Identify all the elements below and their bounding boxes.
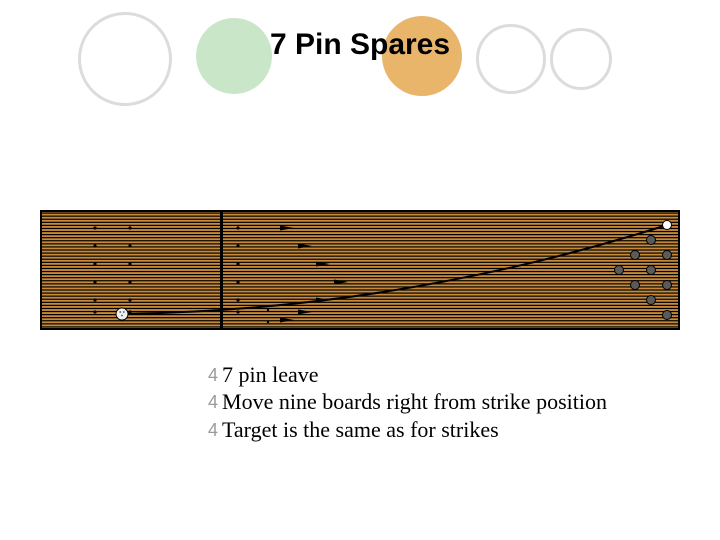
pin-down [647,236,656,245]
page-title: 7 Pin Spares [0,28,720,62]
pin-7-standing [663,221,672,230]
pin-down [647,296,656,305]
bullet-item: 4Target is the same as for strikes [208,417,668,442]
pin-down [663,251,672,260]
pin-down [615,266,624,275]
pin-down [631,281,640,290]
pin-down [647,266,656,275]
bullet-text: 7 pin leave [222,362,319,387]
pin-down [663,281,672,290]
bullet-text: Move nine boards right from strike posit… [222,389,607,414]
bullet-marker-icon: 4 [208,392,218,413]
bullet-marker-icon: 4 [208,420,218,441]
bullet-list: 47 pin leave4Move nine boards right from… [208,362,668,444]
pin-down [631,251,640,260]
bullet-item: 47 pin leave [208,362,668,387]
bullet-marker-icon: 4 [208,365,218,386]
pin-down [663,311,672,320]
lane-diagram [40,210,680,330]
bullet-item: 4Move nine boards right from strike posi… [208,389,668,414]
lane-svg [40,210,680,330]
slide: 7 Pin Spares 47 pin leave4Move nine boar… [0,0,720,540]
bowling-ball [116,308,128,320]
bullet-text: Target is the same as for strikes [222,417,499,442]
